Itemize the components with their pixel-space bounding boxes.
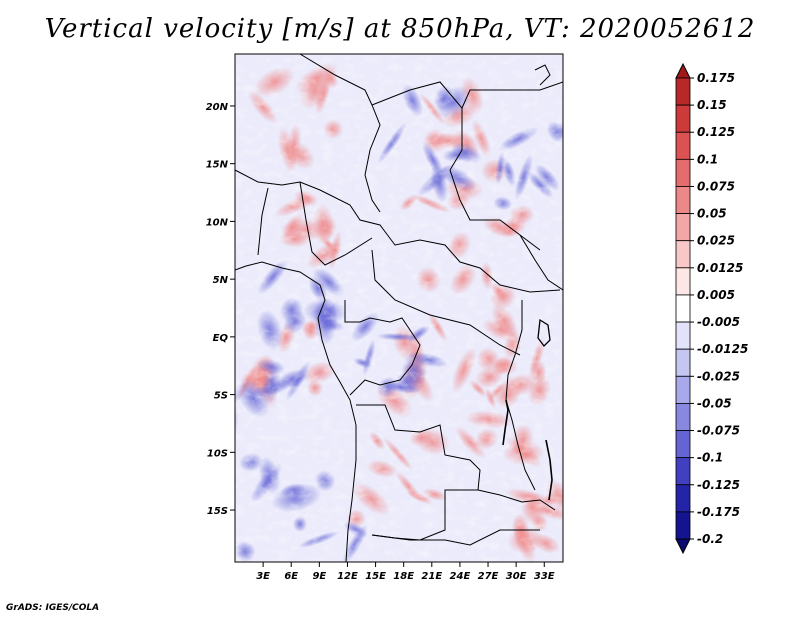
colorbar-label: -0.125 — [697, 478, 740, 492]
grads-footer: GrADS: IGES/COLA — [6, 603, 100, 613]
border-north-1 — [299, 54, 381, 213]
colorbar-label: -0.175 — [697, 505, 740, 519]
colorbar-swatch — [675, 240, 691, 269]
x-tick-label: 15E — [365, 571, 386, 582]
country-borders — [235, 54, 563, 562]
x-tick-label: 3E — [256, 571, 270, 582]
colorbar-swatch — [675, 484, 691, 513]
west-africa-coastline — [235, 261, 357, 562]
border-nw — [235, 169, 561, 293]
colorbar-swatch — [675, 186, 691, 214]
x-tick-label: 6E — [284, 571, 298, 582]
y-tick-label: 20N — [206, 102, 229, 113]
colorbar-swatch — [675, 104, 691, 133]
colorbar-label: 0.15 — [697, 98, 727, 112]
border-ne — [534, 64, 551, 86]
colorbar-swatch — [675, 294, 691, 323]
colorbar: 0.175 0.15 0.125 0.1 0.075 0.05 0.025 0.0125 0.0… — [675, 62, 748, 555]
colorbar-label: -0.05 — [697, 396, 732, 410]
colorbar-label: -0.075 — [697, 424, 740, 438]
y-tick-label: 10S — [207, 448, 228, 459]
border-north-2 — [371, 81, 541, 251]
colorbar-swatch — [675, 375, 691, 404]
lake-tanganyika — [502, 399, 509, 446]
colorbar-label: -0.0125 — [697, 342, 748, 356]
y-tick-label: 5N — [213, 275, 229, 286]
colorbar-label: 0.0125 — [697, 261, 743, 275]
border-south — [371, 489, 556, 546]
colorbar-swatch — [675, 213, 691, 242]
x-tick-label: 18E — [393, 571, 414, 582]
colorbar-label: -0.2 — [697, 532, 723, 546]
colorbar-label: -0.1 — [697, 451, 723, 465]
colorbar-swatch — [675, 511, 691, 540]
x-axis: 3E 6E 9E 12E 15E 18E 21E 24E 27E 30E 33E — [256, 562, 555, 582]
lake-east — [537, 318, 551, 347]
x-tick-label: 12E — [337, 571, 358, 582]
border-central-1 — [371, 249, 521, 356]
border-east — [461, 81, 563, 291]
y-tick-label: 5S — [214, 391, 228, 402]
colorbar-label: 0.025 — [697, 234, 735, 248]
y-tick-label: 10N — [206, 217, 229, 228]
x-tick-label: 24E — [450, 571, 471, 582]
colorbar-swatch — [675, 158, 691, 187]
chart-title: Vertical velocity [m/s] at 850hPa, VT: 2… — [44, 14, 756, 44]
colorbar-label: 0.125 — [697, 125, 735, 139]
border-angola — [356, 404, 481, 541]
colorbar-swatch — [675, 77, 691, 106]
field-patch-cool — [569, 154, 581, 191]
x-tick-label: 21E — [421, 571, 442, 582]
colorbar-top-arrow — [675, 62, 691, 79]
colorbar-swatch — [675, 267, 691, 296]
colorbar-label: -0.005 — [697, 315, 740, 329]
map-field — [235, 54, 581, 562]
y-axis: 20N 15N 10N 5N EQ 5S 10S 15S — [206, 102, 235, 517]
x-tick-label: 27E — [478, 571, 499, 582]
y-tick-label: 15S — [207, 506, 228, 517]
x-tick-label: 9E — [312, 571, 326, 582]
colorbar-label: 0.1 — [697, 152, 718, 166]
colorbar-label: 0.175 — [697, 71, 735, 85]
colorbar-swatch — [675, 457, 691, 486]
colorbar-swatch — [675, 403, 691, 431]
border-nigeria — [257, 181, 373, 266]
y-tick-label: 15N — [206, 160, 229, 171]
colorbar-swatch — [675, 348, 691, 377]
border-central-2 — [344, 300, 421, 396]
colorbar-label: 0.075 — [697, 179, 735, 193]
colorbar-label: 0.05 — [697, 207, 727, 221]
colorbar-label: 0.005 — [697, 288, 735, 302]
colorbar-swatch — [675, 430, 691, 459]
colorbar-swatch — [675, 321, 691, 350]
x-tick-label: 33E — [534, 571, 555, 582]
plot-frame — [234, 53, 564, 563]
x-tick-label: 30E — [506, 571, 527, 582]
lake-malawi — [545, 439, 553, 501]
colorbar-bottom-arrow — [675, 538, 691, 555]
colorbar-label: -0.025 — [697, 369, 740, 383]
colorbar-swatch — [675, 131, 691, 160]
y-tick-label: EQ — [213, 333, 229, 344]
